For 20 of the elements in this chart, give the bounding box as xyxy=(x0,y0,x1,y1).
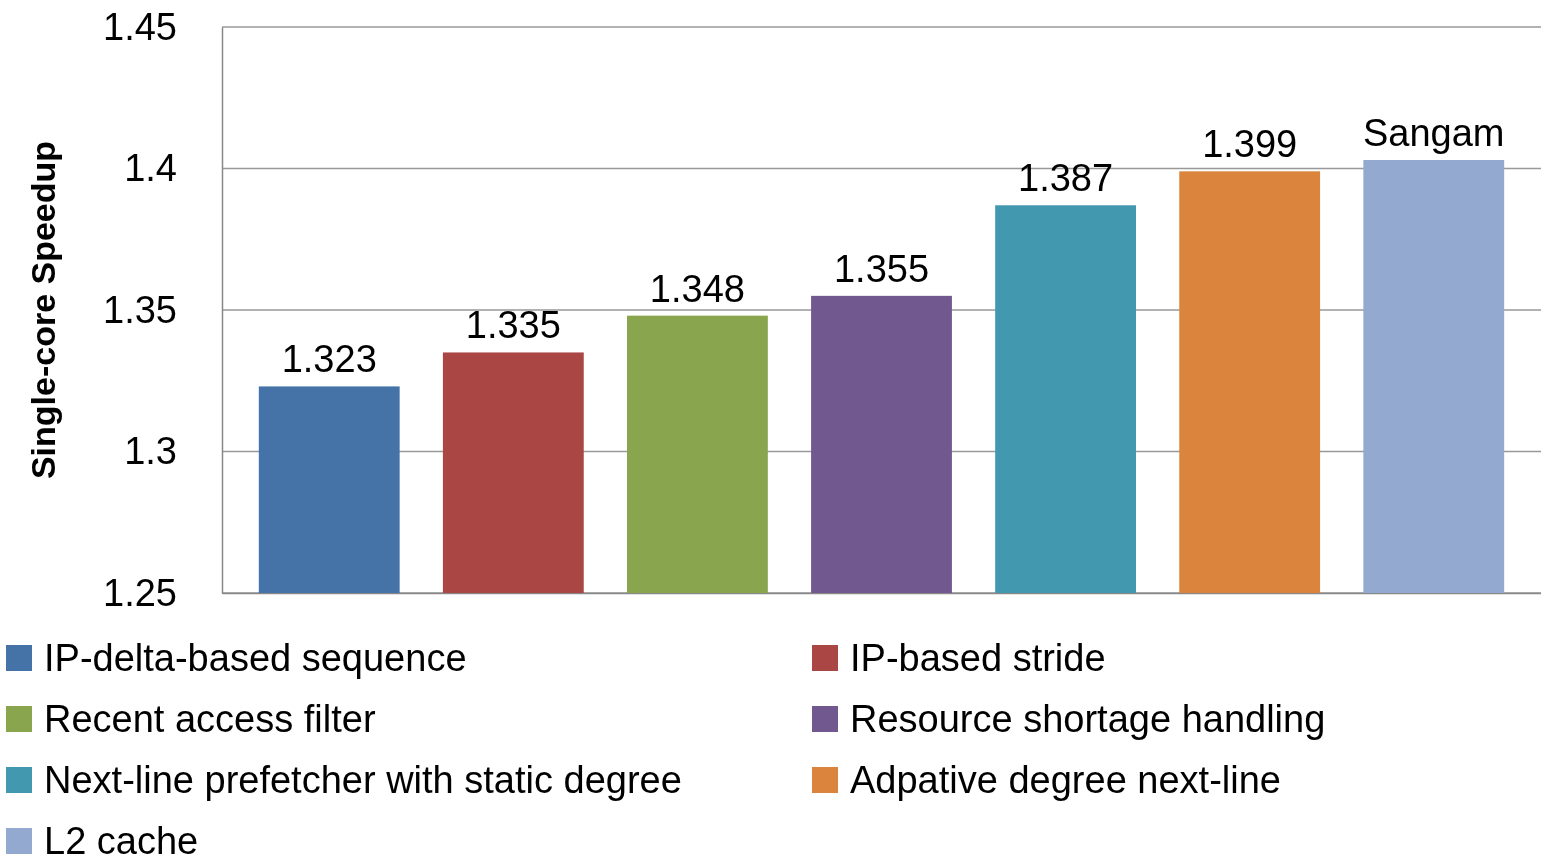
data-label: 1.387 xyxy=(1018,157,1114,200)
y-tick-label: 1.45 xyxy=(103,5,177,48)
y-tick-label: 1.25 xyxy=(103,571,177,614)
data-label: 1.323 xyxy=(281,338,377,381)
legend-label: Adpative degree next-line xyxy=(850,759,1281,801)
data-label: Sangam xyxy=(1362,112,1505,155)
data-label: 1.348 xyxy=(649,267,745,310)
data-label: 1.399 xyxy=(1202,123,1298,166)
legend-label: Recent access filter xyxy=(44,698,376,740)
legend-label: IP-based stride xyxy=(850,637,1106,679)
y-axis-title: Single-core Speedup xyxy=(24,140,62,480)
y-tick-label: 1.35 xyxy=(103,288,177,331)
data-label: 1.355 xyxy=(833,247,930,290)
legend-label: Resource shortage handling xyxy=(850,698,1326,740)
data-label: 1.335 xyxy=(465,304,561,347)
legend-label: Next-line prefetcher with static degree xyxy=(44,759,682,801)
legend-label: IP-delta-based sequence xyxy=(44,637,467,679)
legend-label: L2 cache xyxy=(44,820,199,860)
y-tick-label: 1.3 xyxy=(124,430,177,473)
y-tick-label: 1.4 xyxy=(124,147,177,190)
